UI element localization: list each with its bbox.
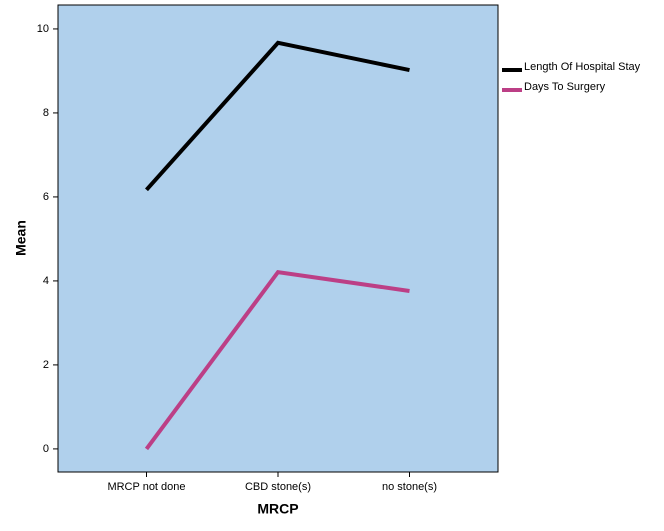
legend-label-box: Days To Surgery (524, 82, 606, 93)
legend-label-box: Length Of Hospital Stay (524, 62, 641, 73)
x-tick-label: CBD stone(s) (245, 481, 311, 493)
y-axis-title: Mean (13, 220, 29, 256)
series-line (144, 269, 410, 451)
x-tick-label: no stone(s) (382, 481, 437, 493)
y-tick-label: 8 (43, 107, 49, 119)
y-tick-label: 10 (37, 23, 49, 35)
legend-label: Length Of Hospital Stay (524, 62, 641, 73)
series-line (145, 40, 410, 192)
y-tick-label: 6 (43, 191, 49, 203)
y-tick-label: 0 (43, 443, 49, 455)
x-axis-title: MRCP (257, 501, 298, 517)
plot-area (57, 4, 499, 473)
y-tick-label: 4 (43, 275, 49, 287)
x-tick-label: MRCP not done (107, 481, 185, 493)
y-tick-label: 2 (43, 359, 49, 371)
legend-label: Days To Surgery (524, 82, 606, 93)
